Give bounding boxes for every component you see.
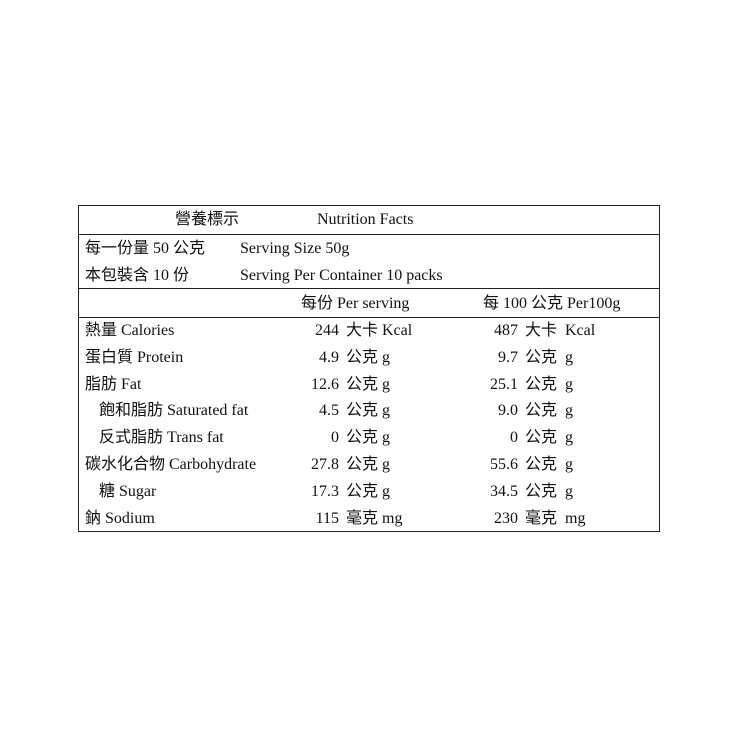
per-100g-value: 487 bbox=[494, 322, 518, 339]
per-serving-value: 0 bbox=[331, 429, 339, 447]
per-serving-value: 17.3 bbox=[311, 482, 339, 500]
per-serving-unit: 公克 g bbox=[346, 348, 391, 366]
nutrient-name: 碳水化合物 Carbohydrate bbox=[85, 456, 257, 473]
nutrient-name: 熱量 Calories bbox=[85, 322, 175, 339]
per-serving-value: 244 bbox=[315, 322, 339, 339]
per-serving-value: 4.9 bbox=[319, 348, 339, 366]
column-header-per-serving: 每份 Per serving bbox=[301, 295, 410, 312]
serving-size-zh: 每一份量 50 公克 bbox=[85, 240, 206, 257]
title-en: Nutrition Facts bbox=[317, 211, 414, 228]
per-serving-unit: 公克 g bbox=[346, 402, 391, 420]
per-serving-value: 4.5 bbox=[319, 402, 339, 420]
per-serving-unit: 公克 g bbox=[346, 375, 391, 393]
per-100g-unit: 公克 g bbox=[525, 429, 574, 447]
divider bbox=[79, 317, 659, 318]
divider bbox=[79, 234, 659, 235]
per-100g-unit: 公克 g bbox=[525, 348, 574, 366]
per-serving-unit: 公克 g bbox=[346, 429, 391, 447]
column-header-per-100g: 每 100 公克 Per100g bbox=[483, 295, 621, 312]
per-100g-value: 34.5 bbox=[490, 482, 518, 500]
per-serving-value: 27.8 bbox=[311, 456, 339, 473]
nutrient-name: 反式脂肪 Trans fat bbox=[99, 429, 224, 447]
nutrient-name: 糖 Sugar bbox=[99, 482, 157, 500]
nutrient-name: 蛋白質 Protein bbox=[85, 348, 184, 366]
servings-per-container-zh: 本包裝含 10 份 bbox=[85, 267, 190, 284]
nutrient-name: 脂肪 Fat bbox=[85, 375, 142, 393]
per-100g-unit: 毫克 mg bbox=[525, 509, 586, 527]
per-100g-value: 230 bbox=[494, 509, 518, 527]
nutrient-name: 鈉 Sodium bbox=[85, 509, 155, 527]
per-100g-unit: 大卡 Kcal bbox=[525, 322, 596, 339]
per-serving-unit: 公克 g bbox=[346, 456, 391, 473]
servings-per-container-en: Serving Per Container 10 packs bbox=[240, 267, 443, 284]
per-100g-unit: 公克 g bbox=[525, 482, 574, 500]
per-100g-value: 25.1 bbox=[490, 375, 518, 393]
per-100g-unit: 公克 g bbox=[525, 375, 574, 393]
per-100g-unit: 公克 g bbox=[525, 402, 574, 420]
per-100g-unit: 公克 g bbox=[525, 456, 574, 473]
per-serving-unit: 毫克 mg bbox=[346, 509, 403, 527]
per-100g-value: 55.6 bbox=[490, 456, 518, 473]
divider bbox=[79, 288, 659, 289]
title-zh: 營養標示 bbox=[175, 211, 240, 228]
serving-size-en: Serving Size 50g bbox=[240, 240, 350, 257]
nutrient-name: 飽和脂肪 Saturated fat bbox=[99, 402, 249, 420]
per-100g-value: 0 bbox=[510, 429, 518, 447]
per-serving-unit: 大卡 Kcal bbox=[346, 322, 413, 339]
per-serving-value: 115 bbox=[315, 509, 339, 527]
per-100g-value: 9.0 bbox=[498, 402, 518, 420]
nutrition-facts-table: 營養標示 Nutrition Facts 每一份量 50 公克 Serving … bbox=[78, 205, 660, 532]
per-serving-unit: 公克 g bbox=[346, 482, 391, 500]
per-serving-value: 12.6 bbox=[311, 375, 339, 393]
per-100g-value: 9.7 bbox=[498, 348, 518, 366]
